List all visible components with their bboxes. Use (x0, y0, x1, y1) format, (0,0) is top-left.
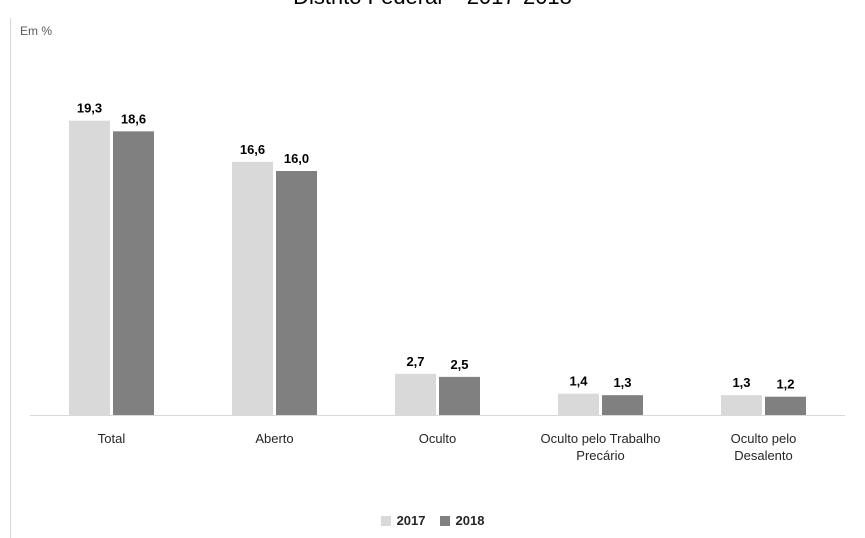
bar-2017-3 (558, 393, 599, 415)
legend-item-2017: 2017 (380, 513, 426, 528)
bar-2018-4 (765, 396, 806, 415)
data-label-2017-1: 16,6 (240, 142, 265, 157)
data-label-2018-0: 18,6 (121, 111, 146, 126)
unit-label: Em % (20, 24, 53, 38)
bar-2017-2 (395, 373, 436, 415)
category-label-4-1: Desalento (734, 448, 793, 463)
data-label-2017-2: 2,7 (406, 354, 424, 369)
data-label-2018-1: 16,0 (284, 151, 309, 166)
chart-frame-border (10, 18, 11, 538)
data-label-2017-0: 19,3 (77, 101, 102, 116)
data-label-2017-4: 1,3 (732, 375, 750, 390)
category-label-1-0: Aberto (255, 431, 293, 446)
legend-swatch-2017 (380, 515, 391, 526)
bar-2017-1 (232, 161, 273, 415)
legend-item-2018: 2018 (439, 513, 485, 528)
bar-2018-3 (602, 395, 643, 415)
legend-label-2018: 2018 (455, 513, 485, 528)
data-label-2018-3: 1,3 (613, 375, 631, 390)
bar-2018-0 (113, 131, 154, 415)
bar-2017-0 (69, 120, 110, 416)
legend-label-2017: 2017 (396, 513, 426, 528)
bar-2018-1 (276, 171, 317, 415)
category-label-3-0: Oculto pelo Trabalho (541, 431, 661, 446)
category-label-2-0: Oculto (419, 431, 457, 446)
chart-legend: 2017 2018 (0, 513, 865, 528)
data-label-2018-2: 2,5 (450, 357, 468, 372)
bar-2018-2 (439, 376, 480, 415)
legend-swatch-2018 (439, 515, 450, 526)
bar-2017-4 (721, 395, 762, 415)
data-label-2017-3: 1,4 (569, 374, 588, 389)
chart-title: Distrito Federal – 2017-2018 (0, 0, 865, 10)
category-label-4-0: Oculto pelo (731, 431, 797, 446)
category-label-0-0: Total (98, 431, 126, 446)
data-label-2018-4: 1,2 (776, 377, 794, 392)
category-label-3-1: Precário (576, 448, 624, 463)
